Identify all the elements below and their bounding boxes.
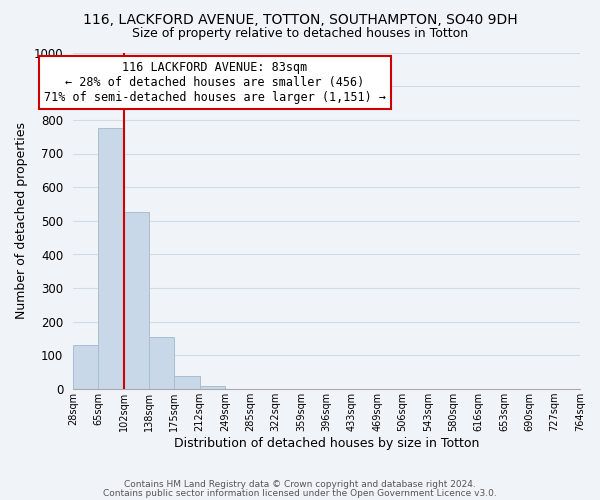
Bar <box>149 337 175 389</box>
Bar <box>124 212 149 389</box>
Bar <box>200 386 225 389</box>
X-axis label: Distribution of detached houses by size in Totton: Distribution of detached houses by size … <box>174 437 479 450</box>
Text: 116 LACKFORD AVENUE: 83sqm
← 28% of detached houses are smaller (456)
71% of sem: 116 LACKFORD AVENUE: 83sqm ← 28% of deta… <box>44 61 386 104</box>
Text: Contains HM Land Registry data © Crown copyright and database right 2024.: Contains HM Land Registry data © Crown c… <box>124 480 476 489</box>
Y-axis label: Number of detached properties: Number of detached properties <box>15 122 28 320</box>
Bar <box>98 128 124 389</box>
Text: 116, LACKFORD AVENUE, TOTTON, SOUTHAMPTON, SO40 9DH: 116, LACKFORD AVENUE, TOTTON, SOUTHAMPTO… <box>83 12 517 26</box>
Bar <box>73 346 98 389</box>
Bar <box>175 376 200 389</box>
Text: Contains public sector information licensed under the Open Government Licence v3: Contains public sector information licen… <box>103 488 497 498</box>
Text: Size of property relative to detached houses in Totton: Size of property relative to detached ho… <box>132 28 468 40</box>
